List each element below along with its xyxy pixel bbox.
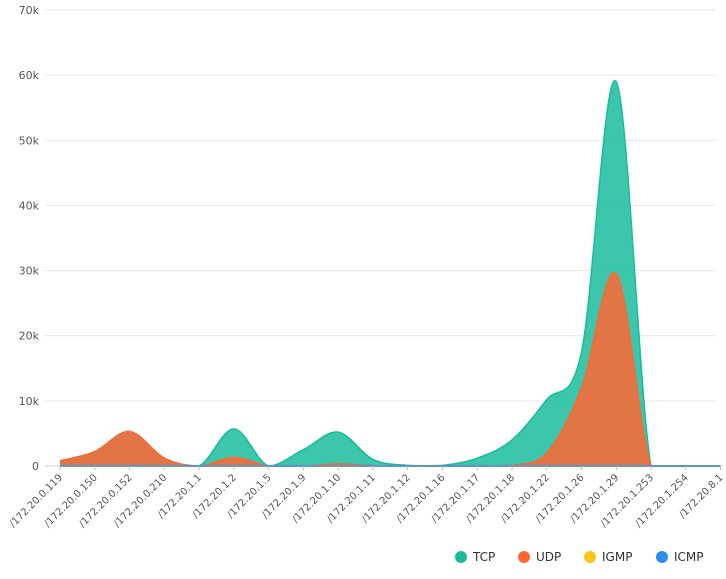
legend-marker [518,551,530,563]
legend-label: IGMP [602,550,632,564]
y-tick-label: 10k [19,395,40,408]
legend-item-igmp[interactable]: IGMP [584,550,632,564]
y-tick-label: 0 [32,460,39,473]
legend-item-udp[interactable]: UDP [518,550,561,564]
legend-marker [656,551,668,563]
udp-series-area [60,272,721,466]
legend-item-icmp[interactable]: ICMP [656,550,704,564]
legend-label: ICMP [674,550,704,564]
legend-item-tcp[interactable]: TCP [455,550,495,564]
legend-marker [584,551,596,563]
legend-marker [455,551,467,563]
y-tick-label: 50k [19,134,40,147]
y-tick-label: 60k [19,69,40,82]
y-tick-label: 30k [19,265,40,278]
y-tick-label: 40k [19,199,40,212]
y-tick-label: 20k [19,330,40,343]
legend-label: TCP [472,550,495,564]
legend-label: UDP [536,550,561,564]
area-layer [59,80,721,467]
legend[interactable]: TCP UDP IGMP ICMP [455,550,704,564]
grid-layer [45,9,716,467]
y-tick-label: 70k [19,4,40,17]
